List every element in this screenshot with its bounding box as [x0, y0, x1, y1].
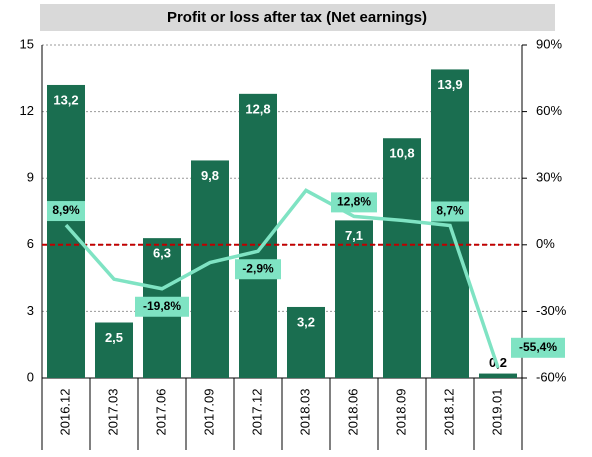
bar-value-label: 2,5 [105, 330, 123, 345]
x-tick-label: 2017.06 [153, 389, 168, 436]
y2-tick-label: 90% [536, 36, 562, 51]
y-tick-label: 15 [20, 36, 34, 51]
x-tick-label: 2017.09 [201, 389, 216, 436]
bar [383, 138, 421, 378]
line-label-box [135, 296, 189, 317]
line-value-label: -55,4% [519, 340, 557, 354]
title-band [40, 4, 555, 31]
line-label-box [47, 201, 85, 222]
line-value-label: 8,9% [52, 203, 80, 217]
bar-value-label: 9,8 [201, 168, 219, 183]
line-label-box [511, 337, 565, 358]
x-tick-label: 2019.01 [489, 389, 504, 436]
bar [335, 220, 373, 378]
bar-value-label: 7,1 [345, 228, 363, 243]
bar [47, 84, 85, 379]
bar [479, 373, 517, 378]
line [64, 188, 500, 369]
bar-value-label: 13,2 [53, 92, 78, 107]
x-tick-label: 2018.06 [345, 389, 360, 436]
line-value-label: -19,8% [143, 299, 181, 313]
x-tick-label: 2018.09 [393, 389, 408, 436]
bar [287, 306, 325, 378]
line-label-box [331, 192, 377, 213]
line-value-label: 8,7% [436, 204, 464, 218]
x-tick-label: 2016.12 [57, 389, 72, 436]
x-tick-label: 2018.12 [441, 389, 456, 436]
y2-tick-label: 60% [536, 103, 562, 118]
x-tick-label: 2017.12 [249, 389, 264, 436]
y2-tick-label: -60% [536, 369, 567, 384]
chart-title: Profit or loss after tax (Net earnings) [167, 9, 427, 26]
line-label-box [235, 259, 281, 280]
line-label-box [431, 201, 469, 222]
x-tick-label: 2018.03 [297, 389, 312, 436]
x-tick-label: 2017.03 [105, 389, 120, 436]
line-value-label: -2,9% [242, 261, 274, 275]
bar-value-label: 10,8 [389, 146, 414, 161]
bar-value-label: 3,2 [297, 314, 315, 329]
bar-value-label: 6,3 [153, 246, 171, 261]
y-tick-label: 3 [27, 303, 34, 318]
y2-tick-label: -30% [536, 303, 567, 318]
bar-value-label: 12,8 [245, 101, 270, 116]
bar-value-label: 13,9 [437, 77, 462, 92]
y-tick-label: 6 [27, 236, 34, 251]
line-value-label: 12,8% [337, 195, 371, 209]
y-tick-label: 0 [27, 369, 34, 384]
y2-tick-label: 0% [536, 236, 555, 251]
bar [95, 322, 133, 378]
y-tick-label: 12 [20, 103, 34, 118]
y2-tick-label: 30% [536, 170, 562, 185]
y-tick-label: 9 [27, 170, 34, 185]
